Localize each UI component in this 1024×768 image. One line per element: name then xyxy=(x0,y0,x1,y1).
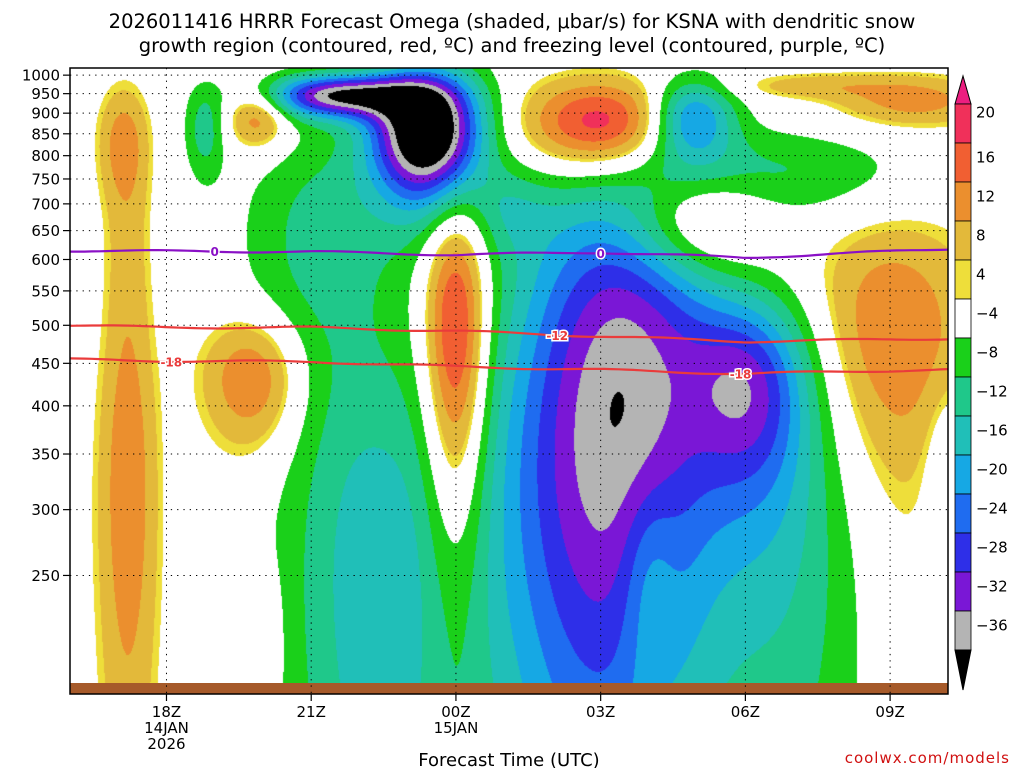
isotherm-0-label-1: 0 xyxy=(596,247,604,261)
colorbar-swatch-4 xyxy=(954,259,972,300)
colorbar-label-4: 4 xyxy=(976,265,986,283)
colorbar-label-7: −12 xyxy=(976,382,1008,400)
colorbar-swatch-6 xyxy=(954,337,972,378)
colorbar-swatch-5 xyxy=(954,298,972,339)
colorbar-swatch-9 xyxy=(954,454,972,495)
y-tick-label-650: 650 xyxy=(31,222,60,240)
colorbar-label-11: −28 xyxy=(976,538,1008,556)
plot-area: -18 -18 -12 0 0 xyxy=(69,67,949,695)
isotherm--18-line xyxy=(69,357,949,376)
colorbar-swatch-12 xyxy=(954,571,972,612)
colorbar-swatch-3 xyxy=(954,220,972,261)
isotherm-contours: -18 -18 -12 0 0 xyxy=(69,244,949,383)
x-axis-label: Forecast Time (UTC) xyxy=(418,750,599,768)
chart-title-line-1: 2026011416 HRRR Forecast Omega (shaded, … xyxy=(109,10,916,33)
colorbar-swatch-10 xyxy=(954,493,972,534)
y-tick-label-950: 950 xyxy=(31,85,60,103)
colorbar-label-8: −16 xyxy=(976,421,1008,439)
colorbar-swatch-11 xyxy=(954,532,972,573)
colorbar-label-9: −20 xyxy=(976,460,1008,478)
y-tick-label-500: 500 xyxy=(31,317,60,335)
x-tick-label-00Z-1: 15JAN xyxy=(434,719,479,737)
x-tick-label-00Z-0: 00Z xyxy=(441,703,470,721)
y-axis: 250 300 350 400 450 500 550 600 650 700 750 800 850 9… xyxy=(22,67,70,585)
plot-frame xyxy=(69,67,949,695)
isotherm--18-label-0: -18 xyxy=(160,355,182,369)
x-tick-label-18Z-0: 18Z xyxy=(152,703,181,721)
colorbar-min-arrow xyxy=(954,649,972,691)
colorbar-label-5: −4 xyxy=(976,304,998,322)
chart-title-line-2: growth region (contoured, red, ºC) and f… xyxy=(139,34,886,57)
y-tick-label-600: 600 xyxy=(31,251,60,269)
colorbar-label-13: −36 xyxy=(976,616,1008,634)
y-tick-label-850: 850 xyxy=(31,125,60,143)
colorbar-swatch-2 xyxy=(954,181,972,222)
colorbar-label-12: −32 xyxy=(976,577,1008,595)
x-tick-label-03Z-0: 03Z xyxy=(586,703,615,721)
y-tick-label-250: 250 xyxy=(31,567,60,585)
colorbar-label-3: 8 xyxy=(976,226,986,244)
y-tick-label-300: 300 xyxy=(31,501,60,519)
y-tick-label-800: 800 xyxy=(31,147,60,165)
grid-lines xyxy=(70,68,948,694)
isotherm--18-label-1: -18 xyxy=(730,368,752,382)
colorbar-label-10: −24 xyxy=(976,499,1008,517)
y-tick-label-550: 550 xyxy=(31,282,60,300)
colorbar-label-2: 12 xyxy=(976,187,995,205)
y-tick-label-900: 900 xyxy=(31,105,60,123)
isotherm-0-label-0: 0 xyxy=(211,245,219,259)
x-tick-label-21Z-0: 21Z xyxy=(297,703,326,721)
colorbar-swatch-13 xyxy=(954,610,972,651)
y-tick-label-1000: 1000 xyxy=(22,67,60,85)
y-tick-label-450: 450 xyxy=(31,355,60,373)
colorbar-max-arrow xyxy=(954,74,972,105)
isotherm--12-label-0: -12 xyxy=(546,329,568,343)
colorbar-label-1: 16 xyxy=(976,148,995,166)
colorbar-label-6: −8 xyxy=(976,343,998,361)
x-tick-label-06Z-0: 06Z xyxy=(731,703,760,721)
x-tick-label-18Z-1: 14JAN xyxy=(144,719,189,737)
isotherm--12-line xyxy=(69,324,949,344)
colorbar-label-0: 20 xyxy=(976,104,995,122)
colorbar-swatch-1 xyxy=(954,142,972,183)
isotherm-0-line xyxy=(70,248,949,260)
x-tick-label-18Z-2: 2026 xyxy=(147,735,185,753)
ground-strip xyxy=(70,683,948,694)
y-tick-label-750: 750 xyxy=(31,170,60,188)
colorbar-swatch-0 xyxy=(954,103,972,144)
y-tick-label-350: 350 xyxy=(31,446,60,464)
colorbar-swatch-8 xyxy=(954,415,972,456)
colorbar-swatch-7 xyxy=(954,376,972,417)
y-tick-label-700: 700 xyxy=(31,195,60,213)
site-credit: coolwx.com/models xyxy=(845,749,1010,767)
x-tick-label-09Z-0: 09Z xyxy=(875,703,904,721)
colorbar: 20 16 12 8 4 −4 −8 −12 −16 −20 −24 −28 −32 −36 xyxy=(954,74,1008,691)
omega-shading xyxy=(70,68,948,694)
y-tick-label-400: 400 xyxy=(31,397,60,415)
